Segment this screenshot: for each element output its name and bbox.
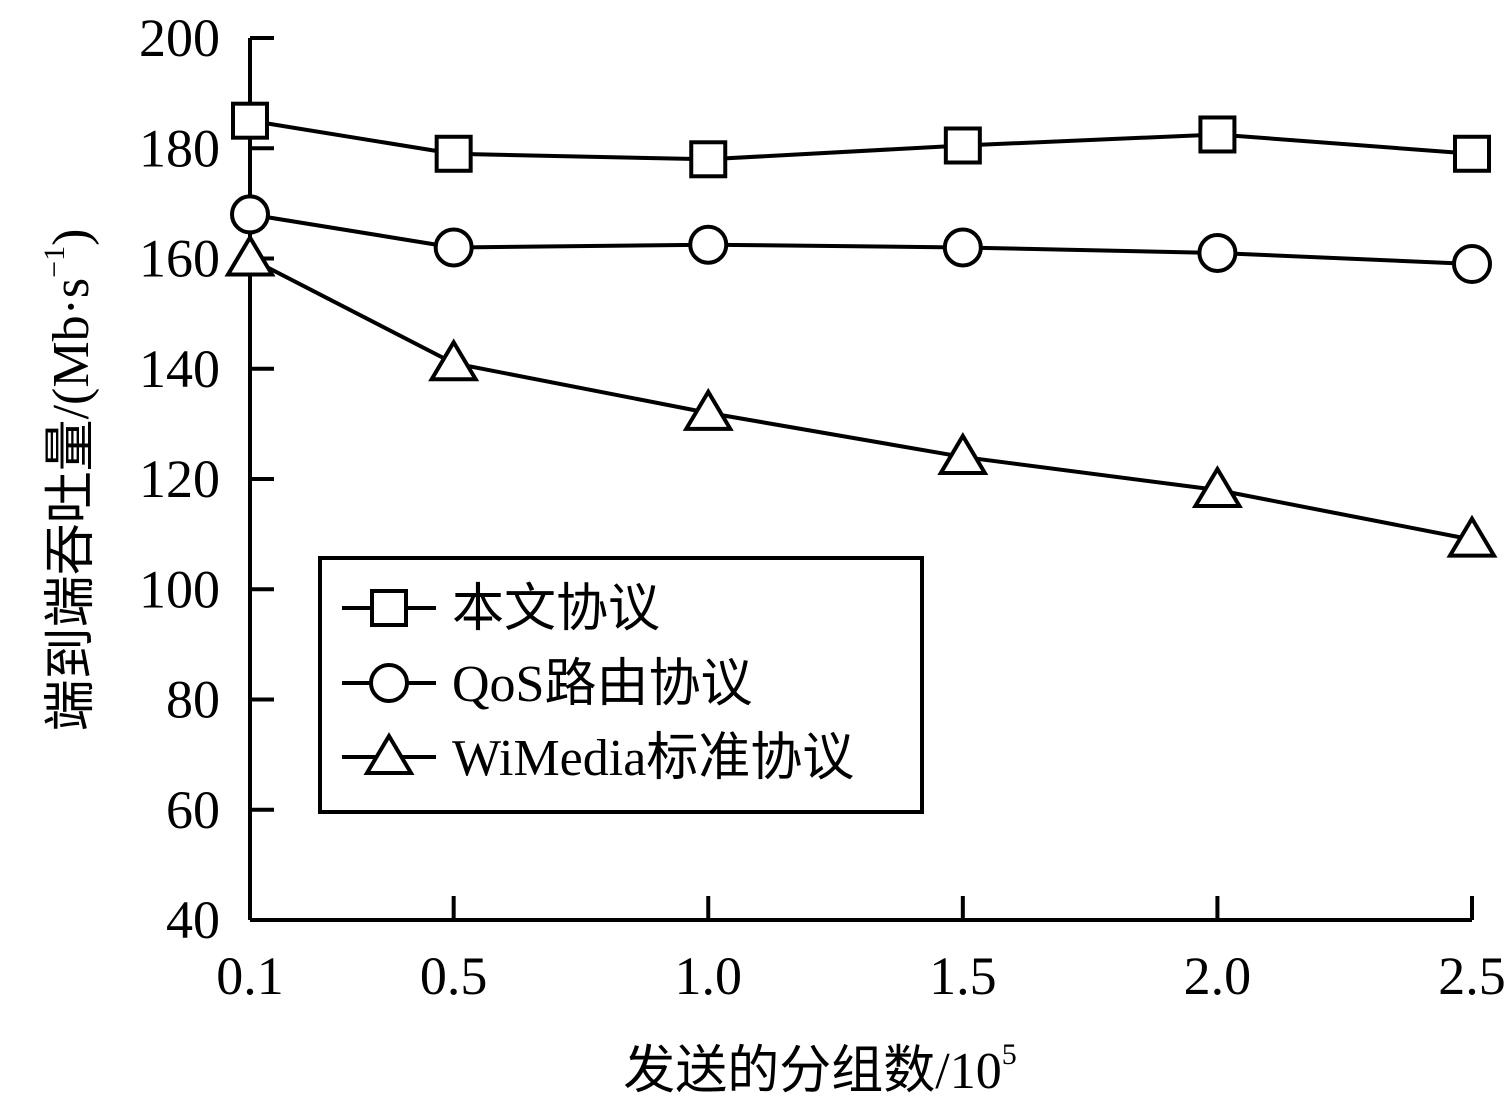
y-tick-label: 120 [139, 449, 220, 509]
series-line [249, 256, 1473, 542]
series-layer [224, 101, 1498, 558]
legend: 本文协议 QoS路由协议 WiMedia标准协议 [318, 556, 924, 814]
x-tick-label: 2.5 [1438, 946, 1506, 1006]
x-tick-label: 2.0 [1184, 946, 1252, 1006]
legend-item: WiMedia标准协议 [342, 730, 854, 787]
y-tick-label: 40 [166, 890, 220, 950]
y-tick-label: 100 [139, 559, 220, 619]
data-point-square [231, 101, 269, 140]
series-line [249, 212, 1473, 267]
data-point-square [1198, 115, 1237, 154]
data-point-circle [1197, 232, 1238, 273]
x-tick-label: 0.1 [216, 946, 284, 1006]
data-point-triangle [428, 338, 480, 382]
data-point-triangle [682, 387, 734, 431]
x-tick-label: 0.5 [420, 946, 488, 1006]
legend-marker-triangle [363, 732, 415, 775]
y-tick-label: 140 [139, 339, 220, 399]
legend-marker-circle [369, 663, 409, 703]
legend-label: WiMedia标准协议 [452, 730, 854, 787]
y-tick-label: 60 [166, 780, 220, 840]
data-point-square [943, 126, 982, 165]
data-point-circle [433, 227, 474, 268]
data-point-triangle [224, 233, 276, 277]
y-tick-label: 200 [139, 8, 220, 68]
data-point-circle [1452, 244, 1492, 285]
legend-label: QoS路由协议 [452, 656, 752, 713]
data-point-square [689, 140, 728, 179]
data-point-triangle [1191, 465, 1243, 509]
x-tick-label: 1.5 [929, 946, 997, 1006]
series-square [231, 101, 1491, 179]
data-point-circle [688, 224, 729, 265]
data-point-square [434, 134, 473, 173]
data-point-triangle [937, 432, 989, 475]
y-axis-title: 端到端吞吐量/(Mb·s−1) [38, 229, 100, 732]
axes: 40 60 80 100 120 140 160 180 200 0.1 0.5 1.0 1.5 2.0 2… [139, 8, 1506, 1006]
y-tick-label: 80 [166, 670, 220, 730]
series-triangle [224, 233, 1498, 558]
x-axis-title: 发送的分组数/105 [623, 1038, 1016, 1100]
legend-item: 本文协议 [342, 581, 660, 638]
data-point-circle [942, 227, 983, 268]
y-tick-label: 160 [139, 229, 220, 289]
series-circle [230, 194, 1492, 285]
x-tick-label: 1.0 [675, 946, 743, 1006]
legend-item: QoS路由协议 [342, 656, 752, 713]
series-line [249, 118, 1473, 162]
y-tick-label: 180 [139, 118, 220, 178]
data-point-triangle [1446, 514, 1498, 558]
data-point-square [1453, 134, 1491, 173]
data-point-circle [230, 194, 270, 235]
legend-marker-square [370, 589, 408, 627]
legend-label: 本文协议 [452, 581, 660, 638]
